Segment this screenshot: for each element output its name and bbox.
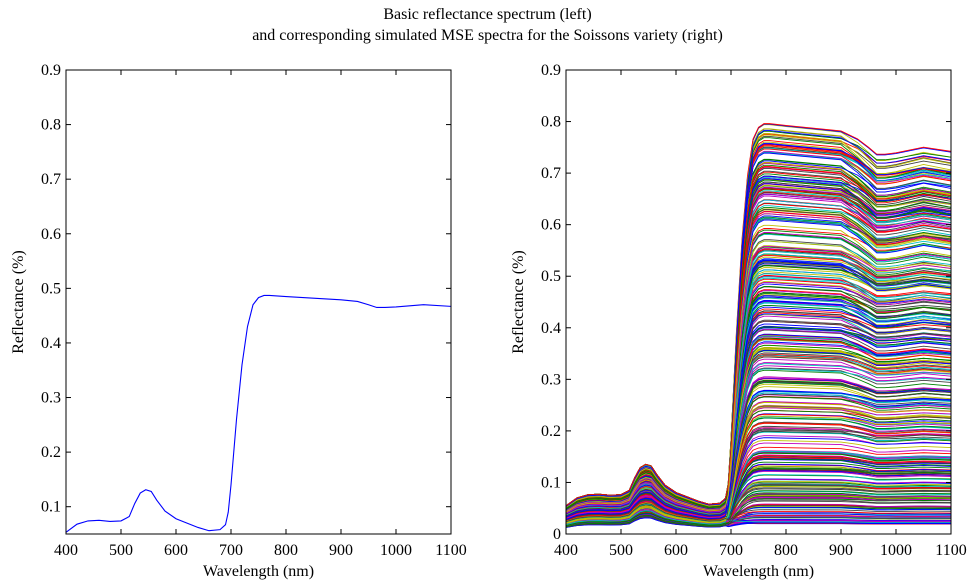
left-x-tick-label: 600 [164,542,188,559]
right-x-axis-label: Wavelength (nm) [703,563,814,580]
left-y-tick-label: 0.4 [41,335,61,352]
right-series-line [566,492,951,526]
right-y-axis-label: Reflectance (%) [510,250,527,353]
right-series-group [566,123,951,528]
right-series-line [566,203,951,507]
left-y-tick-label: 0.3 [41,390,61,407]
left-x-tick-label: 400 [54,542,78,559]
right-x-tick-label: 1000 [880,542,912,559]
left-y-tick-label: 0.6 [41,226,61,243]
left-y-tick-label: 0.5 [41,280,61,297]
left-series-group [66,294,451,533]
left-series-line [66,294,451,533]
right-y-tick-label: 0.3 [541,371,561,388]
left-x-tick-label: 1000 [380,542,412,559]
right-x-tick-label: 900 [829,542,853,559]
left-y-tick-label: 0.2 [41,444,61,461]
left-x-tick-label: 1100 [435,542,466,559]
left-x-axis-label: Wavelength (nm) [203,563,314,580]
right-y-tick-label: 0.7 [541,165,561,182]
right-x-tick-label: 800 [774,542,798,559]
left-y-tick-label: 0.9 [41,62,61,79]
right-y-tick-label: 0.6 [541,217,561,234]
right-series-line [566,500,951,528]
left-x-tick-label: 800 [274,542,298,559]
right-y-tick-label: 0.9 [541,62,561,79]
right-series-line [566,306,951,520]
right-y-tick-label: 0 [553,526,561,543]
left-y-axis-label: Reflectance (%) [10,250,27,353]
left-chart-panel: 400 500 600 700 800 900 1000 1100 0.1 0.2 0.3 0.4 0.… [10,62,467,580]
right-x-tick-label: 600 [664,542,688,559]
right-x-tick-label: 500 [609,542,633,559]
right-axes-frame [565,69,952,535]
left-x-tick-label: 500 [109,542,133,559]
figure-title-line1: Basic reflectance spectrum (left) [383,6,592,23]
right-y-tick-label: 0.4 [541,320,561,337]
right-x-tick-label: 400 [554,542,578,559]
figure-title-line2: and corresponding simulated MSE spectra … [252,27,723,44]
right-series-line [566,503,951,523]
left-x-tick-label: 900 [329,542,353,559]
right-y-tick-label: 0.2 [541,423,561,440]
right-y-tick-label: 0.5 [541,268,561,285]
right-x-tick-label: 700 [719,542,743,559]
left-y-tick-label: 0.8 [41,117,61,134]
right-y-tick-label: 0.1 [541,474,561,491]
left-y-tick-label: 0.1 [41,499,61,516]
right-series-line [566,224,951,513]
right-chart-panel: 400 500 600 700 800 900 1000 1100 0 0.1 0.2 0.3 0.4 0… [510,62,967,580]
left-y-tick-label: 0.7 [41,171,61,188]
right-y-tick-label: 0.8 [541,114,561,131]
right-x-tick-label: 1100 [935,542,966,559]
left-x-tick-label: 700 [219,542,243,559]
left-axes-frame [65,69,452,535]
